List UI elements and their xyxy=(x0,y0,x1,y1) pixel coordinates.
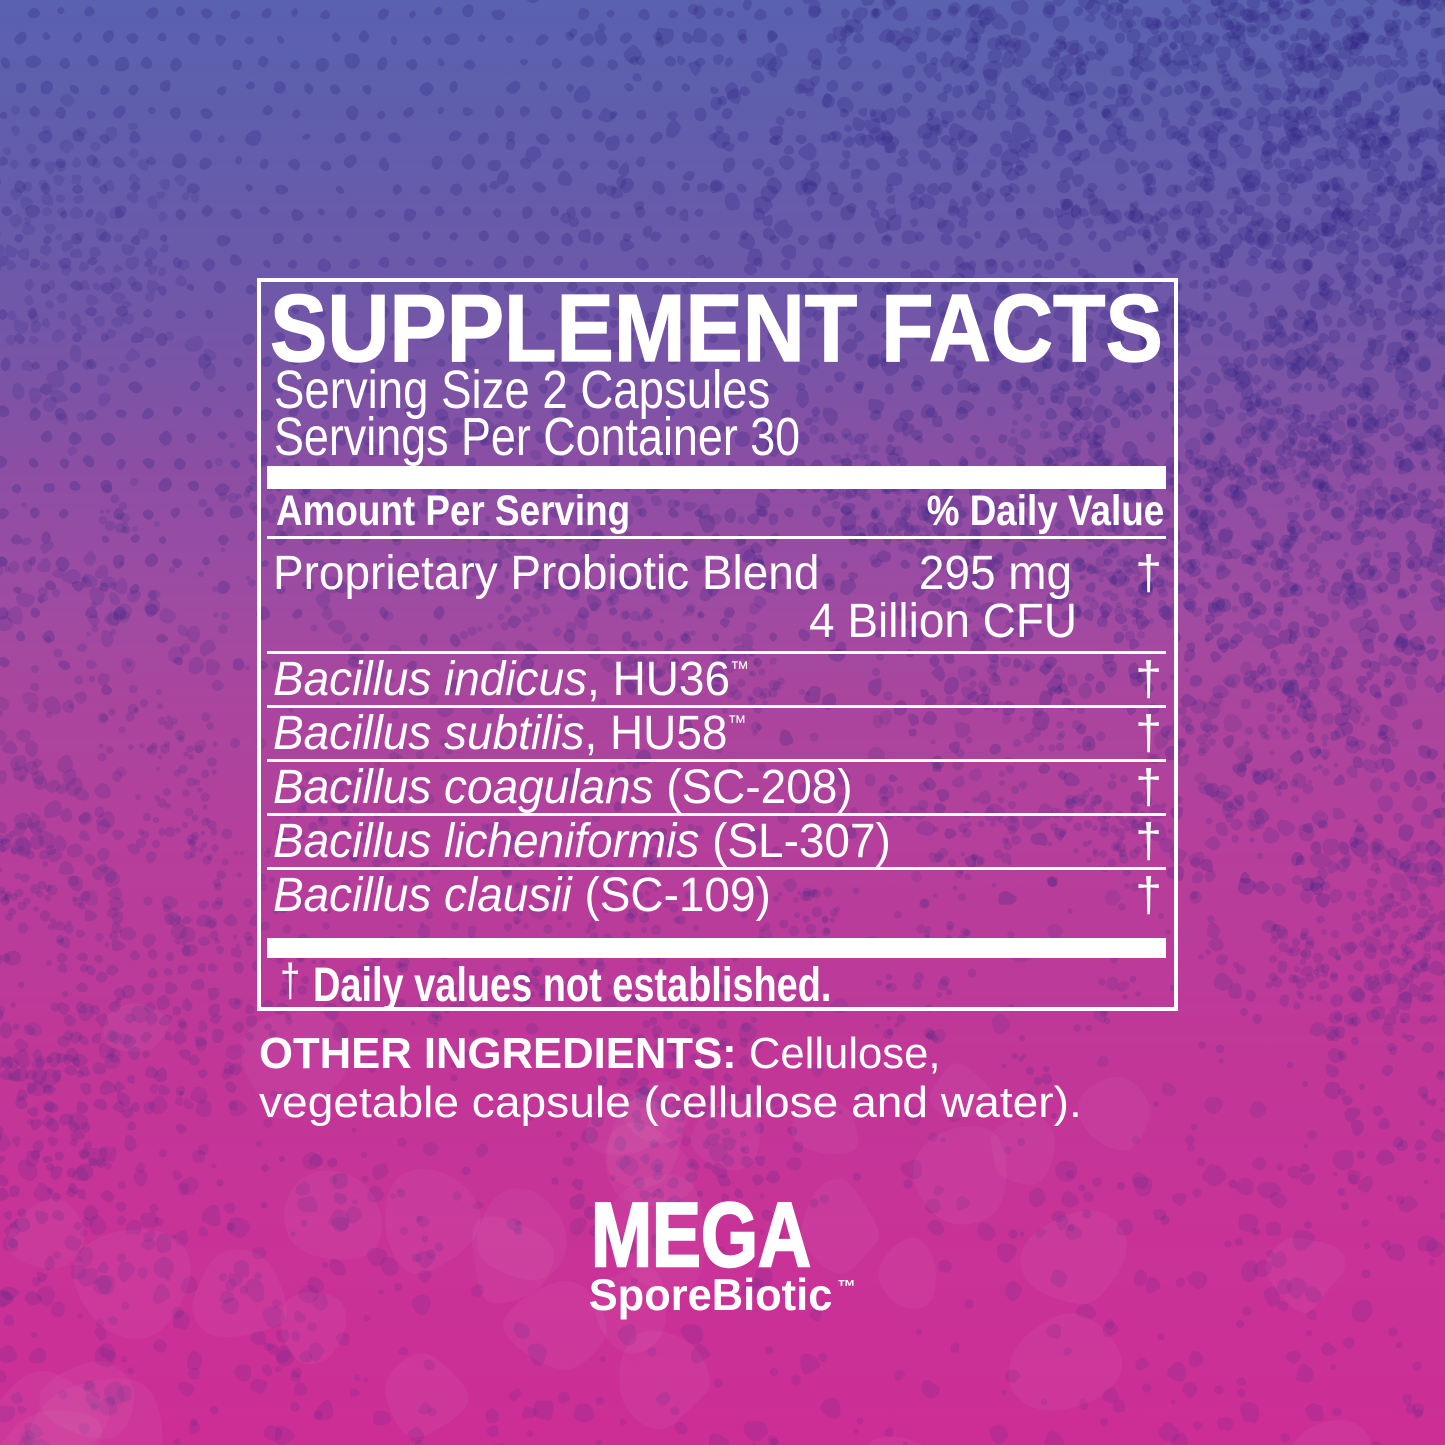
row-separator xyxy=(267,759,1166,763)
strain-code: , HU36 xyxy=(587,652,731,706)
divider-thick-bottom xyxy=(267,938,1166,959)
row-separator xyxy=(267,867,1166,871)
ingredient-row: Bacillus clausii (SC-109) † xyxy=(267,868,1166,922)
blend-amount: 295 mg xyxy=(918,547,1072,601)
ingredient-row: Bacillus subtilis, HU58™ † xyxy=(267,706,1166,760)
footnote: † Daily values not established. xyxy=(267,957,1166,1017)
strain-name: Bacillus clausii (SC-109) xyxy=(273,868,1038,922)
strain-code: (SL-307) xyxy=(699,814,891,868)
header-rule xyxy=(267,535,1166,540)
brand-name-text: MEGA xyxy=(590,1184,812,1287)
brand-subname-text: SporeBiotic ™ xyxy=(588,1271,857,1320)
daily-value-dagger: † xyxy=(1135,706,1162,760)
strain-name: Bacillus subtilis, HU58™ xyxy=(273,706,1038,760)
blend-name: Proprietary Probiotic Blend xyxy=(273,547,820,601)
strain-code: , HU58 xyxy=(584,706,728,760)
table-header: Amount Per Serving % Daily Value xyxy=(267,490,1166,533)
other-ingredients-label: OTHER INGREDIENTS: xyxy=(258,1029,737,1079)
trademark-symbol: ™ xyxy=(837,1277,857,1298)
servings-per-container: Servings Per Container 30 xyxy=(273,406,903,467)
footnote-dagger: † xyxy=(280,954,301,1006)
row-separator xyxy=(267,705,1166,709)
servings-per-container-text: Servings Per Container 30 xyxy=(273,406,800,467)
strain-species: Bacillus indicus xyxy=(273,652,588,706)
column-header-amount: Amount Per Serving xyxy=(276,487,631,536)
strain-name: Bacillus indicus, HU36™ xyxy=(273,652,1038,706)
ingredient-row: Bacillus licheniformis (SL-307) † xyxy=(267,814,1166,868)
daily-value-dagger: † xyxy=(1135,547,1162,601)
strain-species: Bacillus clausii xyxy=(273,868,572,922)
brand-subname: SporeBiotic ™ xyxy=(0,1271,1445,1320)
ingredient-row: Bacillus indicus, HU36™ † xyxy=(267,652,1166,706)
other-ingredients-line2: vegetable capsule (cellulose and water). xyxy=(259,1078,1082,1127)
row-separator xyxy=(267,813,1166,817)
ingredient-row-blend: Proprietary Probiotic Blend 295 mg † xyxy=(267,550,1166,598)
serving-size-text: Serving Size 2 Capsules xyxy=(273,359,770,420)
strain-species: Bacillus subtilis xyxy=(273,706,585,760)
strain-name: Bacillus licheniformis (SL-307) xyxy=(273,814,1038,868)
ingredient-row: Bacillus coagulans (SC-208) † xyxy=(267,760,1166,814)
row-separator xyxy=(267,651,1166,655)
daily-value-dagger: † xyxy=(1135,868,1162,922)
divider-thick-top xyxy=(267,465,1166,490)
other-ingredients: OTHER INGREDIENTS: Cellulose, vegetable … xyxy=(259,1030,1082,1127)
daily-value-dagger: † xyxy=(1135,814,1162,868)
other-ingredients-value: Cellulose, xyxy=(736,1029,941,1079)
panel-title: SUPPLEMENT FACTS xyxy=(269,274,1163,382)
strain-code: (SC-109) xyxy=(571,868,771,922)
strain-species: Bacillus coagulans xyxy=(273,760,654,814)
brand-name: MEGA xyxy=(0,1184,1445,1287)
other-ingredients-line1-text: OTHER INGREDIENTS: Cellulose, xyxy=(259,1030,941,1078)
trademark-symbol: ™ xyxy=(730,657,750,680)
strain-name: Bacillus coagulans (SC-208) xyxy=(273,760,1038,814)
other-ingredients-line2-text: vegetable capsule (cellulose and water). xyxy=(258,1077,1082,1127)
daily-value-dagger: † xyxy=(1135,760,1162,814)
supplement-facts-panel: SUPPLEMENT FACTS Serving Size 2 Capsules… xyxy=(257,278,1178,1011)
footnote-text: Daily values not established. xyxy=(313,959,832,1012)
blend-cfu-text: 4 Billion CFU xyxy=(808,594,1077,648)
blend-cfu: 4 Billion CFU xyxy=(267,594,1077,648)
trademark-symbol: ™ xyxy=(727,711,747,734)
other-ingredients-line1: OTHER INGREDIENTS: Cellulose, xyxy=(259,1030,1044,1078)
brand-subname-word: SporeBiotic xyxy=(588,1271,833,1320)
strain-species: Bacillus licheniformis xyxy=(273,814,700,868)
serving-size: Serving Size 2 Capsules xyxy=(273,359,858,420)
strain-code: (SC-208) xyxy=(653,760,853,814)
column-header-daily-value: % Daily Value xyxy=(926,487,1164,536)
daily-value-dagger: † xyxy=(1135,652,1162,706)
